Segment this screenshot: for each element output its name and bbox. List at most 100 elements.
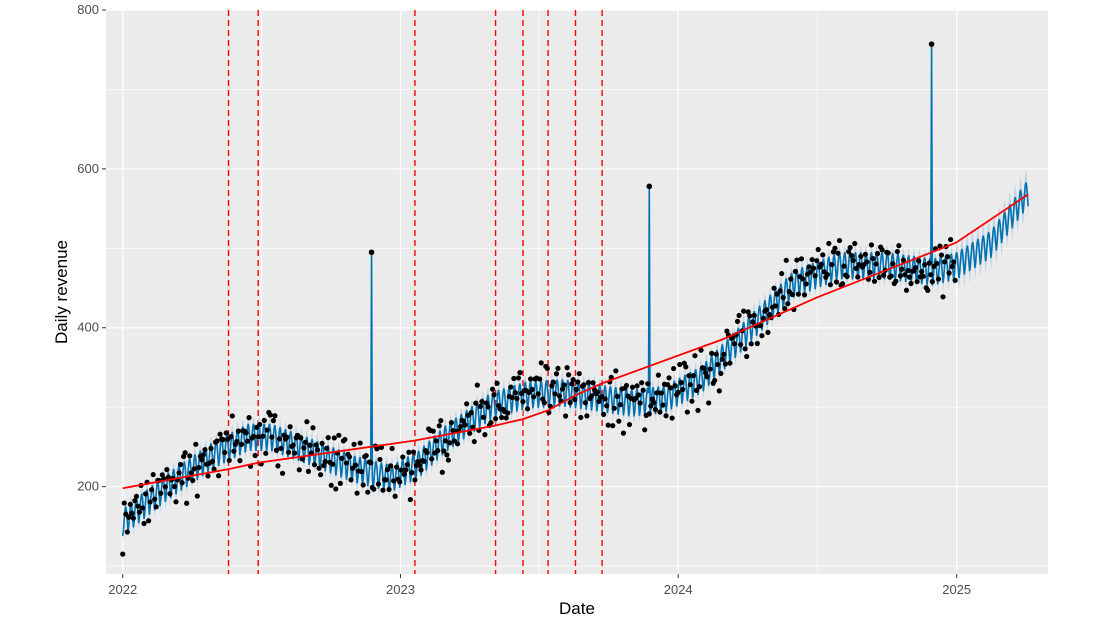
observed-point xyxy=(922,262,928,268)
observed-point xyxy=(814,258,820,264)
outlier-point xyxy=(928,41,935,47)
observed-point xyxy=(439,469,445,475)
observed-point xyxy=(374,446,380,452)
observed-point xyxy=(876,274,882,281)
observed-point xyxy=(397,479,403,485)
observed-point xyxy=(806,264,812,270)
outlier-point xyxy=(368,249,375,256)
observed-point xyxy=(903,287,910,293)
observed-point xyxy=(252,452,258,459)
observed-point xyxy=(424,450,430,456)
observed-point xyxy=(317,472,324,478)
observed-point xyxy=(693,387,700,393)
observed-point xyxy=(576,370,582,377)
observed-point xyxy=(818,261,824,267)
observed-point xyxy=(330,461,336,467)
observed-point xyxy=(893,278,899,284)
observed-point xyxy=(820,252,826,258)
observed-point xyxy=(841,263,847,269)
observed-point xyxy=(386,486,392,493)
observed-point xyxy=(680,386,686,393)
x-axis: 2022 2023 2024 2025 xyxy=(108,574,971,597)
observed-point xyxy=(926,260,932,266)
observed-point xyxy=(809,256,815,263)
observed-point xyxy=(585,379,592,386)
observed-point xyxy=(220,437,226,443)
observed-point xyxy=(788,276,794,282)
observed-point xyxy=(623,382,630,389)
observed-point xyxy=(251,433,257,440)
observed-point xyxy=(801,292,808,298)
observed-point xyxy=(616,418,622,424)
observed-point xyxy=(159,472,165,478)
observed-point xyxy=(855,274,861,280)
observed-point xyxy=(952,277,958,283)
observed-point xyxy=(721,351,727,357)
observed-point xyxy=(905,267,911,274)
observed-point xyxy=(870,255,876,262)
observed-point xyxy=(179,480,185,486)
observed-point xyxy=(517,370,523,376)
observed-point xyxy=(474,382,480,388)
observed-point xyxy=(874,250,881,257)
observed-point xyxy=(648,403,654,409)
observed-point xyxy=(663,413,669,419)
observed-point xyxy=(342,436,348,443)
observed-point xyxy=(267,412,273,418)
observed-point xyxy=(512,390,518,396)
observed-point xyxy=(807,269,814,275)
observed-point xyxy=(944,254,951,260)
observed-point xyxy=(667,385,674,391)
observed-point xyxy=(556,393,563,399)
observed-point xyxy=(919,269,925,275)
observed-point xyxy=(173,499,179,505)
observed-point xyxy=(276,436,283,442)
observed-point xyxy=(687,382,693,388)
observed-point xyxy=(205,473,211,479)
observed-point xyxy=(514,395,520,402)
observed-point xyxy=(129,510,135,516)
observed-point xyxy=(158,490,164,496)
observed-point xyxy=(696,384,703,390)
observed-point xyxy=(684,409,690,415)
observed-point xyxy=(435,448,441,454)
observed-point xyxy=(524,406,531,412)
observed-point xyxy=(832,245,838,251)
observed-point xyxy=(284,434,290,440)
observed-point xyxy=(824,271,830,278)
observed-point xyxy=(371,486,377,492)
observed-point xyxy=(677,361,683,368)
observed-point xyxy=(447,440,453,446)
observed-point xyxy=(867,269,873,276)
observed-point xyxy=(286,449,292,455)
observed-point xyxy=(836,237,843,244)
x-tick-label: 2023 xyxy=(386,582,415,597)
observed-point xyxy=(881,272,887,278)
observed-point xyxy=(336,432,342,438)
observed-point xyxy=(570,377,576,383)
observed-point xyxy=(899,266,905,272)
observed-point xyxy=(491,392,497,398)
observed-point xyxy=(398,467,404,473)
observed-point xyxy=(200,452,206,458)
observed-point xyxy=(833,279,840,285)
observed-point xyxy=(457,423,464,430)
observed-point xyxy=(171,483,178,490)
observed-point xyxy=(629,384,636,390)
observed-point xyxy=(871,278,878,284)
observed-point xyxy=(187,453,193,459)
observed-point xyxy=(260,433,266,439)
observed-point xyxy=(409,470,415,476)
observed-point xyxy=(470,424,476,430)
observed-point xyxy=(550,379,557,385)
trend-line xyxy=(122,193,1029,490)
observed-point xyxy=(873,261,879,267)
observed-point xyxy=(835,250,841,256)
observed-point xyxy=(216,473,222,479)
observed-point xyxy=(639,380,645,386)
observed-point xyxy=(384,467,391,473)
observed-point xyxy=(292,450,298,456)
observed-point xyxy=(765,329,771,336)
observed-point xyxy=(664,382,671,388)
